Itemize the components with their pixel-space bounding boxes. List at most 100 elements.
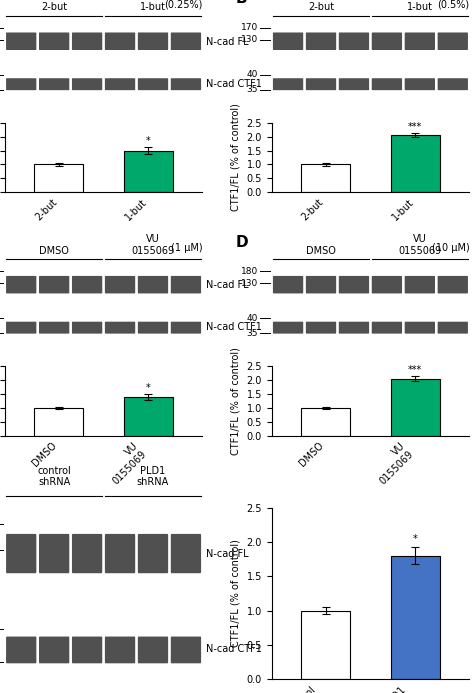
Text: N-cad FL: N-cad FL [206,550,249,559]
Text: 35: 35 [246,85,258,94]
FancyBboxPatch shape [72,276,102,293]
Bar [124,150,173,192]
Text: DMSO: DMSO [39,246,69,256]
FancyBboxPatch shape [273,322,303,333]
Text: N-cad FL: N-cad FL [473,37,474,46]
Text: N-cad CTF1: N-cad CTF1 [206,322,262,332]
Text: 1-but: 1-but [407,3,433,12]
Text: PLD1
shRNA: PLD1 shRNA [137,466,169,487]
Bar [301,408,350,436]
Text: VU
0155069: VU 0155069 [131,234,174,256]
FancyBboxPatch shape [405,33,435,50]
FancyBboxPatch shape [6,78,36,90]
Text: N-cad FL: N-cad FL [206,37,249,46]
Bar [391,556,440,679]
FancyBboxPatch shape [105,33,135,50]
Y-axis label: CTF1/FL (% of control): CTF1/FL (% of control) [231,539,241,647]
Text: B: B [236,0,247,6]
FancyBboxPatch shape [6,322,36,333]
Text: (1 μM): (1 μM) [171,243,202,252]
Bar [34,408,83,436]
FancyBboxPatch shape [39,322,69,333]
Text: 170: 170 [240,24,258,33]
Bar [124,397,173,436]
FancyBboxPatch shape [372,78,402,90]
FancyBboxPatch shape [105,637,135,663]
Text: (0.25%): (0.25%) [164,0,202,9]
FancyBboxPatch shape [438,78,468,90]
FancyBboxPatch shape [39,78,69,90]
Bar [301,611,350,679]
Bar [391,378,440,436]
Text: VU
0155069: VU 0155069 [398,234,441,256]
FancyBboxPatch shape [171,637,201,663]
Text: 130: 130 [240,279,258,288]
Y-axis label: CTF1/FL (% of control): CTF1/FL (% of control) [231,347,241,455]
FancyBboxPatch shape [138,322,168,333]
FancyBboxPatch shape [6,33,36,50]
Text: *: * [413,534,418,544]
FancyBboxPatch shape [372,276,402,293]
Text: N-cad FL: N-cad FL [206,280,249,290]
Text: control
shRNA: control shRNA [37,466,71,487]
FancyBboxPatch shape [339,78,369,90]
Text: D: D [236,235,249,249]
FancyBboxPatch shape [72,78,102,90]
Text: (10 μM): (10 μM) [431,243,469,252]
FancyBboxPatch shape [339,33,369,50]
Bar [301,164,350,192]
Text: ***: *** [408,365,422,375]
FancyBboxPatch shape [273,33,303,50]
Text: 180: 180 [240,267,258,276]
FancyBboxPatch shape [105,78,135,90]
Text: N-cad FL: N-cad FL [473,280,474,290]
FancyBboxPatch shape [171,78,201,90]
FancyBboxPatch shape [72,637,102,663]
Text: *: * [146,383,151,393]
Text: 40: 40 [246,71,258,80]
FancyBboxPatch shape [273,276,303,293]
Text: N-cad CTF1: N-cad CTF1 [206,644,262,653]
FancyBboxPatch shape [6,276,36,293]
FancyBboxPatch shape [306,78,336,90]
Text: ***: *** [408,122,422,132]
FancyBboxPatch shape [438,322,468,333]
FancyBboxPatch shape [39,276,69,293]
Text: 1-but: 1-but [140,3,166,12]
FancyBboxPatch shape [105,276,135,293]
FancyBboxPatch shape [372,33,402,50]
FancyBboxPatch shape [72,534,102,573]
Text: 2-but: 2-but [41,3,67,12]
FancyBboxPatch shape [339,276,369,293]
FancyBboxPatch shape [72,33,102,50]
FancyBboxPatch shape [339,322,369,333]
Text: 40: 40 [246,314,258,323]
FancyBboxPatch shape [171,534,201,573]
FancyBboxPatch shape [171,276,201,293]
FancyBboxPatch shape [438,33,468,50]
FancyBboxPatch shape [405,322,435,333]
Text: *: * [146,136,151,146]
FancyBboxPatch shape [138,33,168,50]
FancyBboxPatch shape [105,534,135,573]
FancyBboxPatch shape [372,322,402,333]
Text: 130: 130 [240,35,258,44]
Text: DMSO: DMSO [306,246,336,256]
FancyBboxPatch shape [306,322,336,333]
FancyBboxPatch shape [273,78,303,90]
Text: N-cad CTF1: N-cad CTF1 [473,79,474,89]
FancyBboxPatch shape [171,33,201,50]
Y-axis label: CTF1/FL (% of control): CTF1/FL (% of control) [231,103,241,211]
Text: N-cad CTF1: N-cad CTF1 [473,322,474,332]
FancyBboxPatch shape [171,322,201,333]
FancyBboxPatch shape [39,637,69,663]
Text: N-cad CTF1: N-cad CTF1 [206,79,262,89]
FancyBboxPatch shape [405,276,435,293]
FancyBboxPatch shape [72,322,102,333]
Bar [391,135,440,192]
Text: 35: 35 [246,328,258,337]
FancyBboxPatch shape [6,534,36,573]
FancyBboxPatch shape [6,637,36,663]
FancyBboxPatch shape [138,534,168,573]
FancyBboxPatch shape [405,78,435,90]
